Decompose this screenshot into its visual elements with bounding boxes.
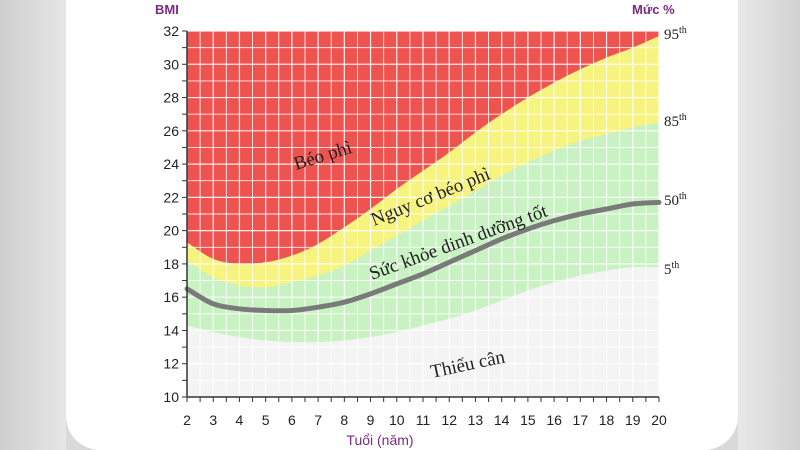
x-tick-label: 4 <box>236 412 244 428</box>
percentile-label-5: 5th <box>664 260 679 278</box>
x-axis-title: Tuổi (năm) <box>346 432 413 448</box>
x-tick-label: 14 <box>494 412 510 428</box>
x-tick-label: 3 <box>209 412 217 428</box>
percentile-label-50: 50th <box>664 191 687 209</box>
y-tick-label: 28 <box>163 90 179 106</box>
tick-labels: 10 12 14 16 18 20 22 24 26 28 30 32 2 3 4 5 6 7 8 9 10 11 12 13… <box>163 23 667 428</box>
x-tick-label: 5 <box>262 412 270 428</box>
x-tick-label: 13 <box>468 412 484 428</box>
x-tick-label: 2 <box>183 412 191 428</box>
x-tick-label: 8 <box>340 412 348 428</box>
y-tick-label: 26 <box>163 123 179 139</box>
y-tick-label: 22 <box>163 189 179 205</box>
x-tick-label: 20 <box>651 412 667 428</box>
y-tick-label: 12 <box>163 356 179 372</box>
percentile-lines <box>184 199 662 314</box>
y-tick-label: 16 <box>163 289 179 305</box>
percentile-labels: 95th 85th 50th 5th <box>664 25 687 278</box>
x-tick-label: 12 <box>441 412 457 428</box>
right-axis-title: Mức % <box>632 2 675 17</box>
x-tick-label: 7 <box>314 412 322 428</box>
axes <box>182 30 660 402</box>
y-tick-label: 30 <box>163 56 179 72</box>
x-tick-label: 10 <box>389 412 405 428</box>
y-tick-label: 24 <box>163 156 179 172</box>
y-tick-label: 18 <box>163 256 179 272</box>
right-background <box>738 0 800 450</box>
percentile-label-85: 85th <box>664 112 687 130</box>
x-tick-label: 18 <box>599 412 615 428</box>
percentile-label-95: 95th <box>664 25 687 43</box>
y-tick-label: 32 <box>163 23 179 39</box>
y-tick-label: 20 <box>163 223 179 239</box>
x-tick-label: 6 <box>288 412 296 428</box>
x-tick-label: 9 <box>367 412 375 428</box>
y-tick-label: 10 <box>163 389 179 405</box>
y-axis-title: BMI <box>155 2 179 17</box>
x-tick-label: 11 <box>416 412 431 428</box>
x-tick-label: 16 <box>546 412 562 428</box>
x-tick-label: 15 <box>520 412 536 428</box>
x-tick-label: 19 <box>625 412 641 428</box>
grid-lines <box>186 30 660 398</box>
x-tick-label: 17 <box>573 412 589 428</box>
y-tick-label: 14 <box>163 322 179 338</box>
left-background <box>0 0 66 450</box>
median-line-50th <box>184 199 662 314</box>
